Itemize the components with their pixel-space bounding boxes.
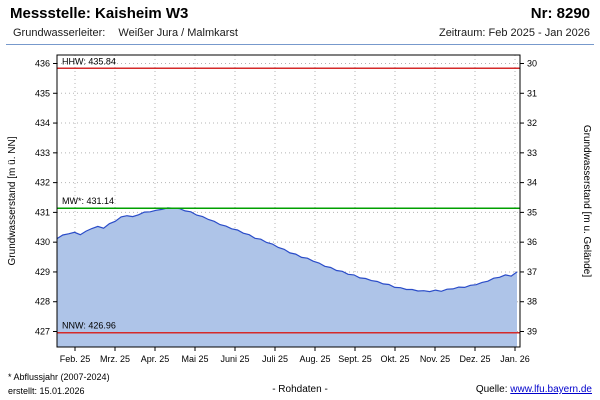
page-title: Messstelle: Kaisheim W3 [10, 5, 189, 22]
ref-line-label-nnw: NNW: 426.96 [62, 321, 116, 331]
y-tick-label-right: 30 [527, 59, 537, 69]
x-tick-label: Mai 25 [181, 354, 208, 364]
ref-line-label-hhw: HHW: 435.84 [62, 56, 116, 66]
y-axis-label-right: Grundwasserstand [m u. Gelände] [581, 125, 592, 278]
header-divider [6, 44, 594, 45]
y-tick-label-right: 37 [527, 267, 537, 277]
y-tick-label-left: 432 [35, 178, 50, 188]
x-tick-label: Jan. 26 [500, 354, 530, 364]
ref-line-label-mw: MW*: 431.14 [62, 196, 114, 206]
y-tick-label-left: 436 [35, 59, 50, 69]
period-label: Zeitraum: Feb 2025 - Jan 2026 [438, 27, 590, 39]
x-tick-label: Nov. 25 [420, 354, 450, 364]
y-tick-label-right: 34 [527, 178, 537, 188]
x-tick-label: Aug. 25 [299, 354, 330, 364]
station-number: Nr: 8290 [530, 5, 590, 22]
aquifer-line: Grundwasserleiter: Weißer Jura / Malmkar… [13, 27, 238, 39]
source-link[interactable]: www.lfu.bayern.de [510, 384, 592, 395]
header: Messstelle: Kaisheim W3 Nr: 8290 [10, 5, 590, 22]
y-tick-label-left: 434 [35, 118, 50, 128]
x-tick-label: Feb. 25 [60, 354, 91, 364]
y-tick-label-right: 36 [527, 237, 537, 247]
series-area [57, 207, 517, 347]
y-tick-label-left: 433 [35, 148, 50, 158]
x-tick-label: Apr. 25 [141, 354, 170, 364]
y-tick-label-right: 38 [527, 297, 537, 307]
y-tick-label-left: 429 [35, 267, 50, 277]
x-tick-label: Okt. 25 [380, 354, 409, 364]
y-tick-label-right: 31 [527, 88, 537, 98]
y-tick-label-left: 431 [35, 207, 50, 217]
source-label: Quelle: [475, 384, 511, 395]
y-tick-label-right: 32 [527, 118, 537, 128]
y-tick-label-left: 430 [35, 237, 50, 247]
x-tick-label: Sept. 25 [338, 354, 372, 364]
source-line: Quelle: www.lfu.bayern.de [476, 384, 592, 395]
y-tick-label-right: 33 [527, 148, 537, 158]
x-tick-label: Dez. 25 [459, 354, 490, 364]
series-line [56, 207, 518, 293]
plot-border [56, 54, 521, 348]
aquifer-value: Weißer Jura / Malmkarst [118, 27, 238, 39]
x-tick-label: Mrz. 25 [100, 354, 130, 364]
y-tick-label-left: 427 [35, 327, 50, 337]
footnote-abflussjahr: * Abflussjahr (2007-2024) [8, 372, 110, 382]
y-tick-label-right: 35 [527, 207, 537, 217]
created-date: erstellt: 15.01.2026 [8, 386, 85, 396]
x-tick-label: Juli 25 [262, 354, 288, 364]
y-tick-label-left: 435 [35, 88, 50, 98]
y-tick-label-left: 428 [35, 297, 50, 307]
rohdaten-label: - Rohdaten - [272, 384, 328, 395]
subheader: Grundwasserleiter: Weißer Jura / Malmkar… [13, 27, 590, 39]
x-tick-label: Juni 25 [220, 354, 249, 364]
y-axis-label-left: Grundwasserstand [m ü. NN] [7, 136, 18, 265]
aquifer-label: Grundwasserleiter: [13, 27, 106, 39]
y-tick-label-right: 39 [527, 327, 537, 337]
